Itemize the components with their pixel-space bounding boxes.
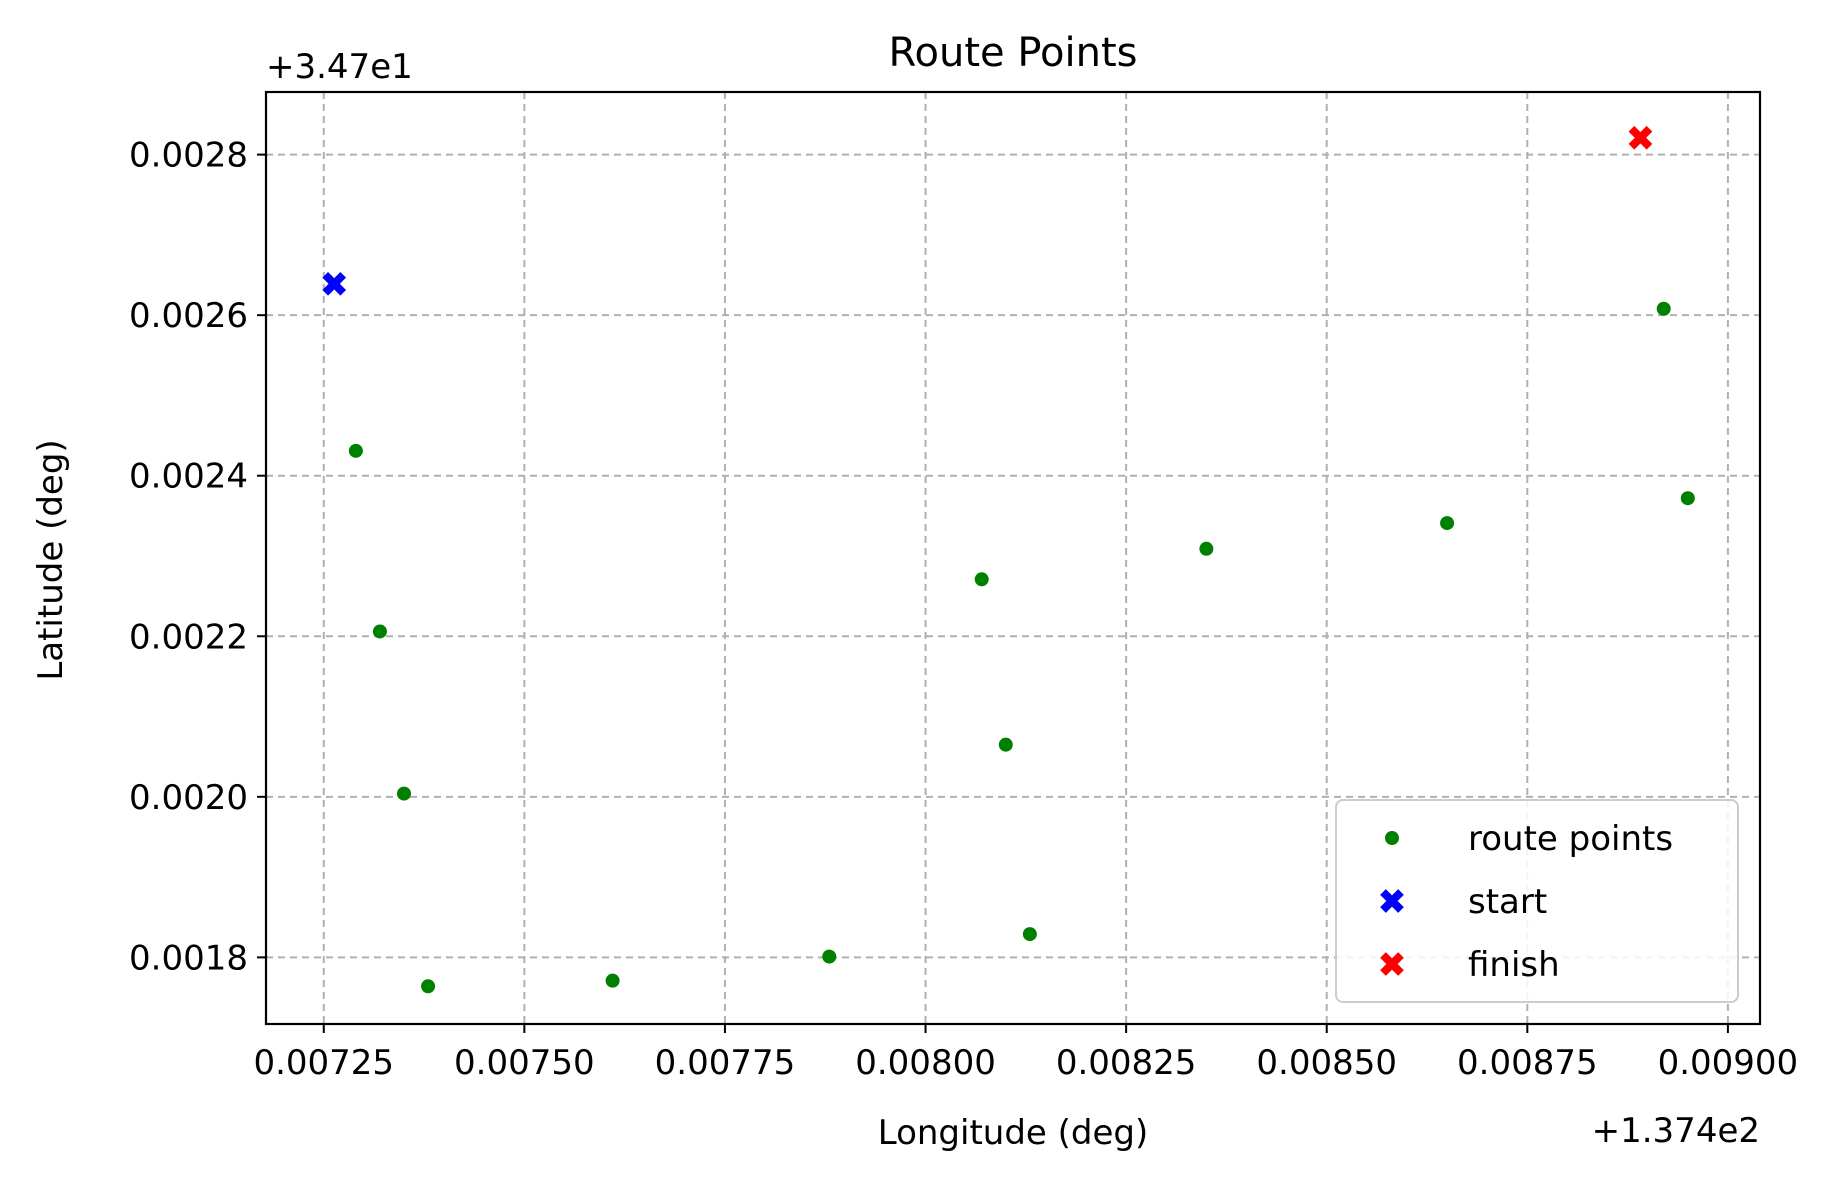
route-point [998,737,1013,752]
y-tick-label: 0.0020 [129,778,248,818]
axis-ticks: 0.00725 0.00750 0.00775 0.00800 0.00825 0.008… [129,136,1798,1083]
x-tick-label: 0.00875 [1457,1043,1598,1083]
x-tick-label: 0.00825 [1056,1043,1197,1083]
route-point [1680,491,1695,506]
route-point [1199,541,1214,556]
legend-marker-start [1380,889,1404,913]
legend-label: finish [1468,945,1560,985]
x-marker-stroke [322,272,347,296]
data-marks [322,125,1695,994]
route-point [822,949,837,964]
legend: route points start finish [1335,799,1739,1003]
start-marker [322,272,347,296]
grid [266,92,1760,1024]
x-tick-label: 0.00900 [1658,1043,1799,1083]
legend-box [1335,799,1739,1003]
route-point [1022,927,1037,942]
x-tick-label: 0.00750 [454,1043,595,1083]
route-point [974,572,989,587]
route-point [397,786,412,801]
x-tick-label: 0.00775 [655,1043,796,1083]
finish-marker [1628,125,1653,150]
x-tick-label: 0.00800 [855,1043,996,1083]
route-point [1656,301,1671,316]
legend-marker-route-points [1385,831,1399,845]
chart-title: Route Points [889,30,1138,76]
route-point [1440,516,1455,531]
x-axis-title: Longitude (deg) [878,1113,1149,1153]
route-point [372,624,387,639]
x-tick-label: 0.00850 [1256,1043,1397,1083]
y-tick-label: 0.0022 [129,617,248,657]
y-tick-label: 0.0026 [129,296,248,336]
legend-marker-finish [1380,952,1404,976]
x-marker-stroke [1380,889,1404,913]
x-marker-stroke [1628,125,1653,150]
x-marker-stroke [1380,952,1404,976]
route-point [605,973,620,988]
legend-label: start [1468,882,1547,922]
route-point [421,979,436,994]
plot-frame [264,90,1762,1026]
route-point [348,443,363,458]
x-tick-label: 0.00725 [253,1043,394,1083]
legend-label: route points [1468,819,1673,859]
x-offset-label: +1.374e2 [1592,1111,1760,1151]
y-offset-label: +3.47e1 [266,47,413,87]
y-tick-label: 0.0028 [129,136,248,176]
y-tick-label: 0.0024 [129,457,248,497]
y-tick-label: 0.0018 [129,938,248,978]
y-axis-title: Latitude (deg) [31,439,71,680]
